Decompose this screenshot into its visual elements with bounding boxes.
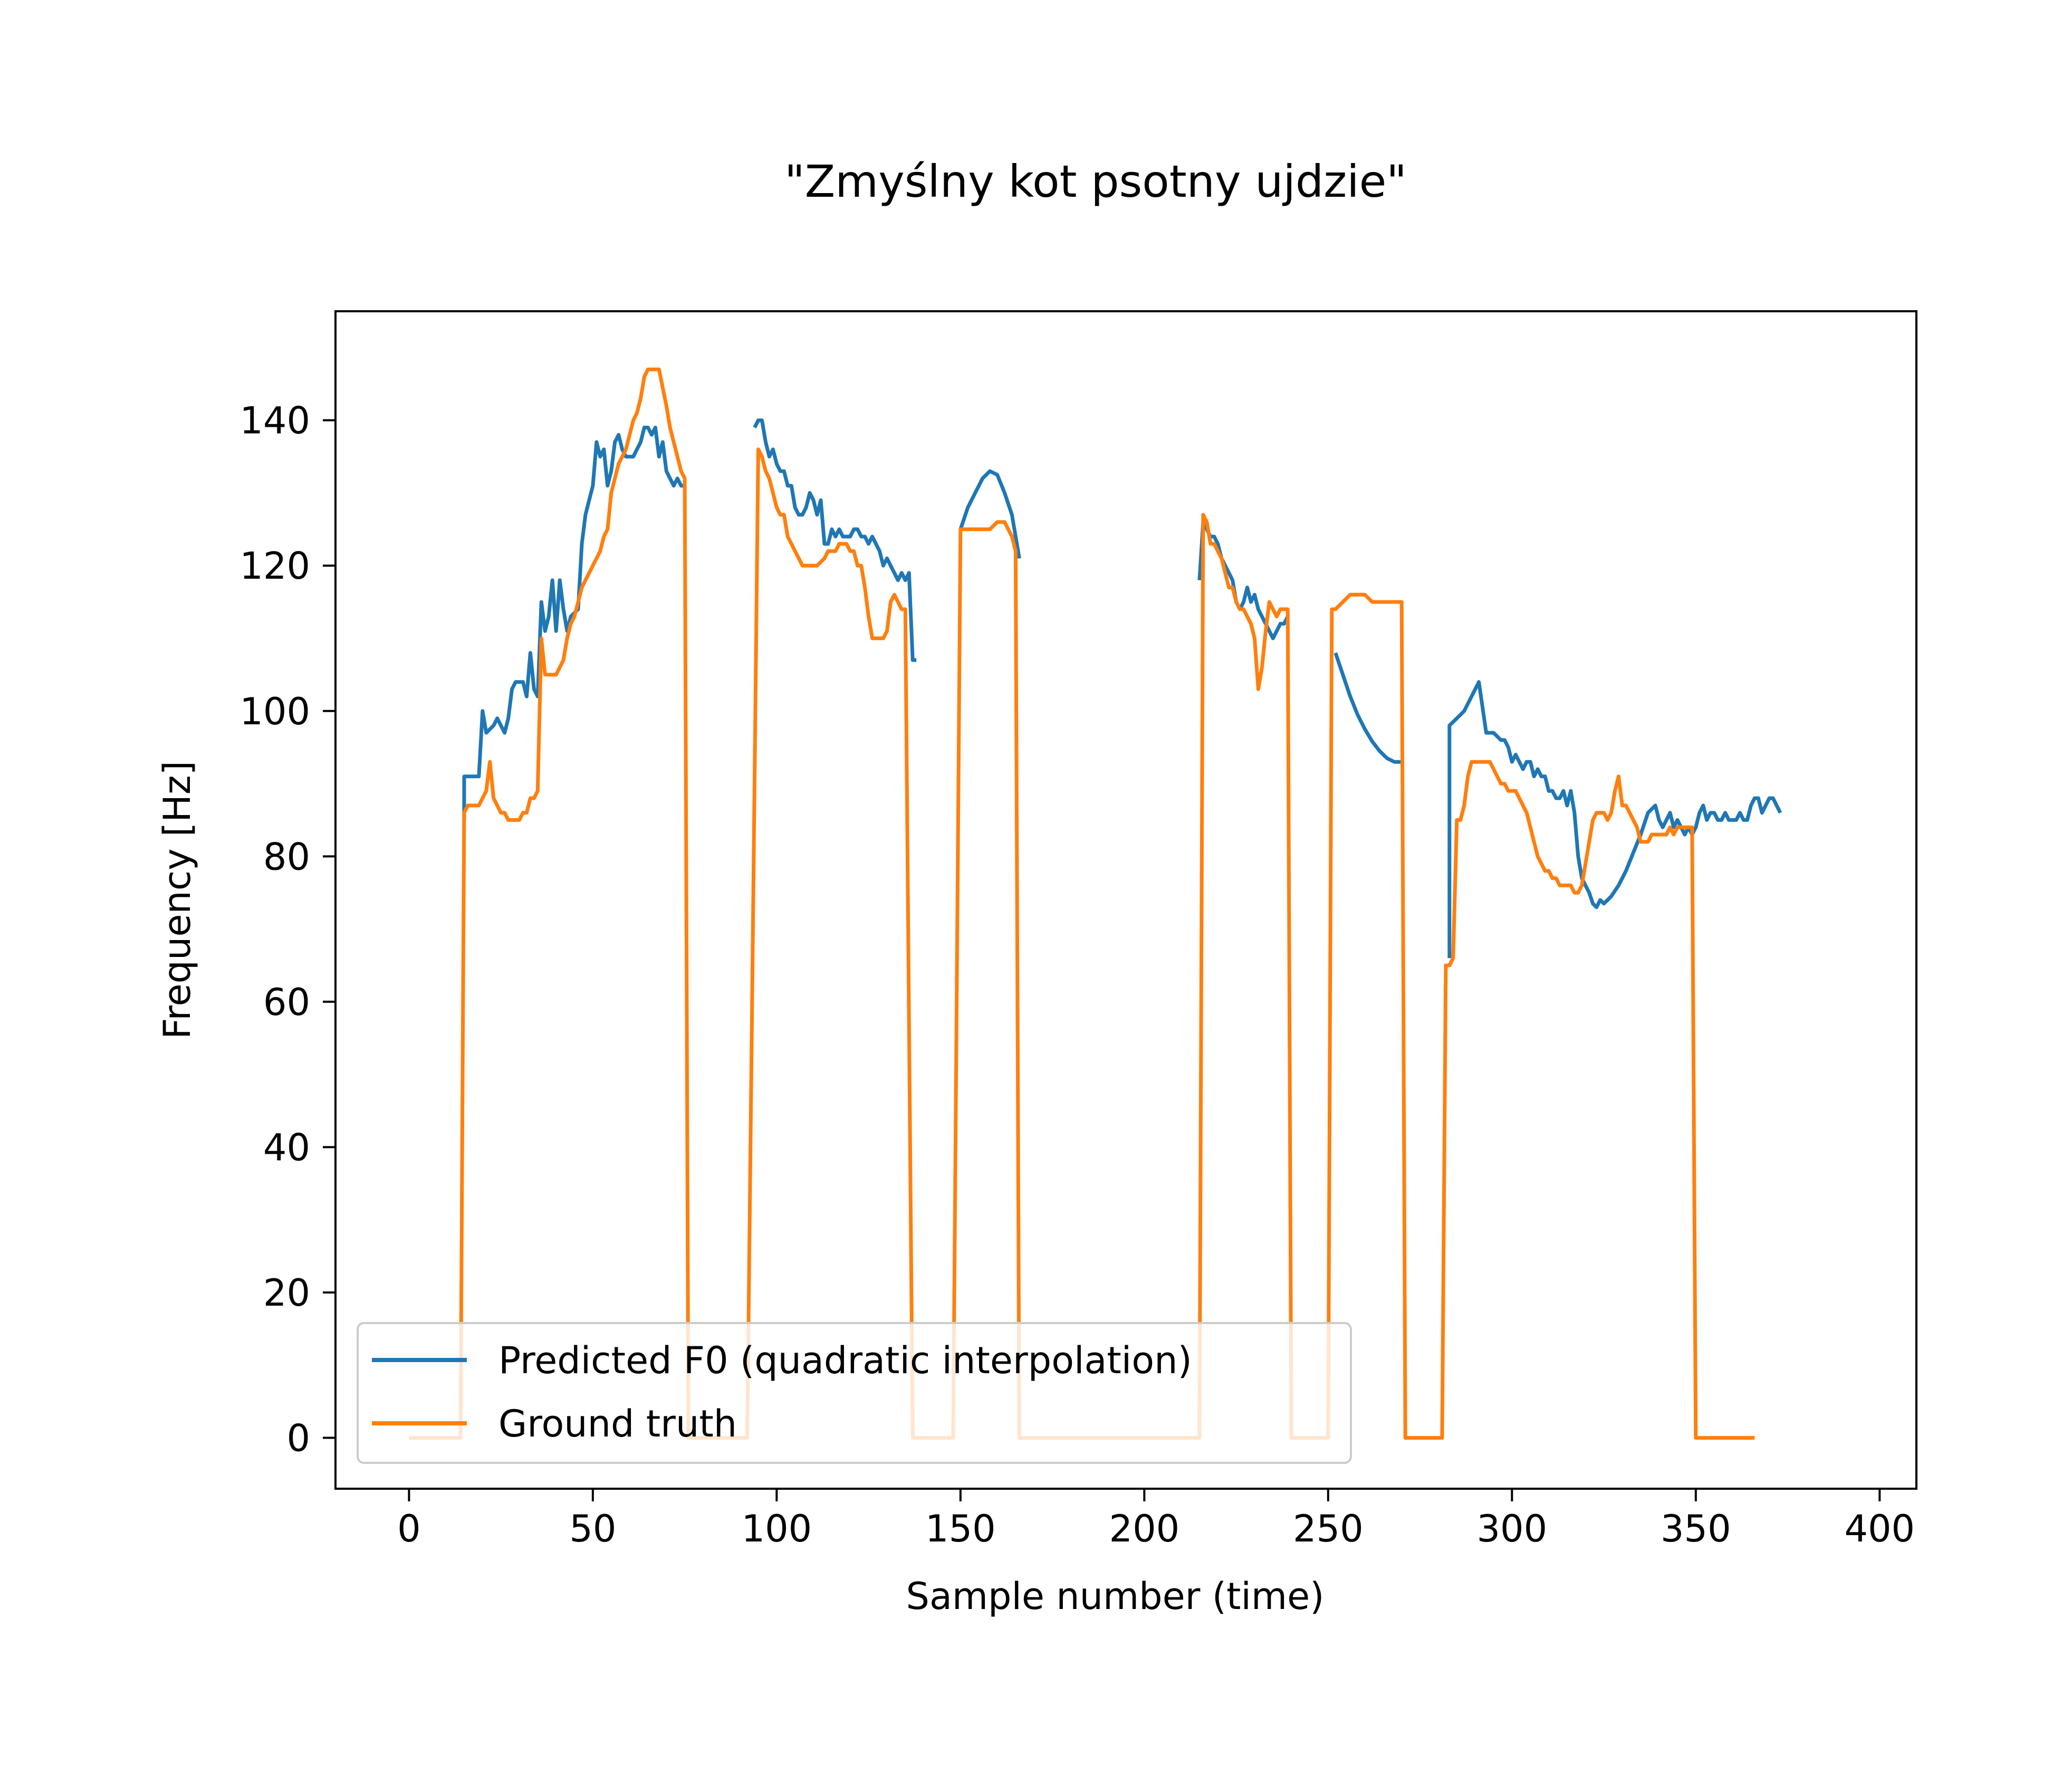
- y-tick-label: 40: [263, 1126, 310, 1169]
- legend-box: [357, 1322, 1352, 1464]
- x-tick-label: 350: [1661, 1507, 1731, 1550]
- y-tick-label: 20: [263, 1271, 310, 1315]
- x-tick-label: 0: [397, 1507, 421, 1550]
- legend-label-ground-truth: Ground truth: [498, 1402, 737, 1445]
- x-tick-label: 250: [1293, 1507, 1364, 1550]
- legend-label-predicted: Predicted F0 (quadratic interpolation): [498, 1339, 1192, 1382]
- series-predicted-line-segment-5: [1447, 680, 1782, 959]
- y-tick-label: 140: [239, 399, 310, 443]
- x-tick-label: 400: [1844, 1507, 1915, 1550]
- plot-area: [409, 367, 1782, 1440]
- legend: Predicted F0 (quadratic interpolation) G…: [357, 1322, 1352, 1464]
- y-tick-label: 120: [239, 544, 310, 588]
- x-axis-label: Sample number (time): [906, 1575, 1325, 1618]
- axes-frame: [334, 310, 1917, 1490]
- x-tick-label: 50: [569, 1507, 616, 1550]
- axis-ticks: 0 50 100 150 200 250 300 350 400 0 20 40 60 80 100 120 1…: [239, 399, 1915, 1550]
- series-predicted-line-segment-2: [958, 469, 1021, 559]
- chart-title: "Zmyślny kot psotny ujdzie": [784, 156, 1407, 207]
- x-tick-label: 100: [742, 1507, 812, 1550]
- x-tick-label: 150: [925, 1507, 996, 1550]
- series-predicted-line-segment-4: [1334, 652, 1402, 764]
- y-tick-label: 60: [263, 981, 310, 1024]
- y-tick-label: 80: [263, 835, 310, 878]
- y-tick-label: 0: [286, 1417, 310, 1460]
- x-tick-label: 200: [1109, 1507, 1180, 1550]
- y-axis-label: Frequency [Hz]: [156, 761, 199, 1039]
- series-predicted-line-segment-0: [462, 425, 685, 820]
- series-predicted-line-segment-1: [753, 418, 917, 662]
- y-tick-label: 100: [239, 690, 310, 733]
- series-ground-truth-line: [409, 367, 1755, 1440]
- series-predicted-line-segment-3: [1197, 520, 1290, 640]
- x-tick-label: 300: [1477, 1507, 1548, 1550]
